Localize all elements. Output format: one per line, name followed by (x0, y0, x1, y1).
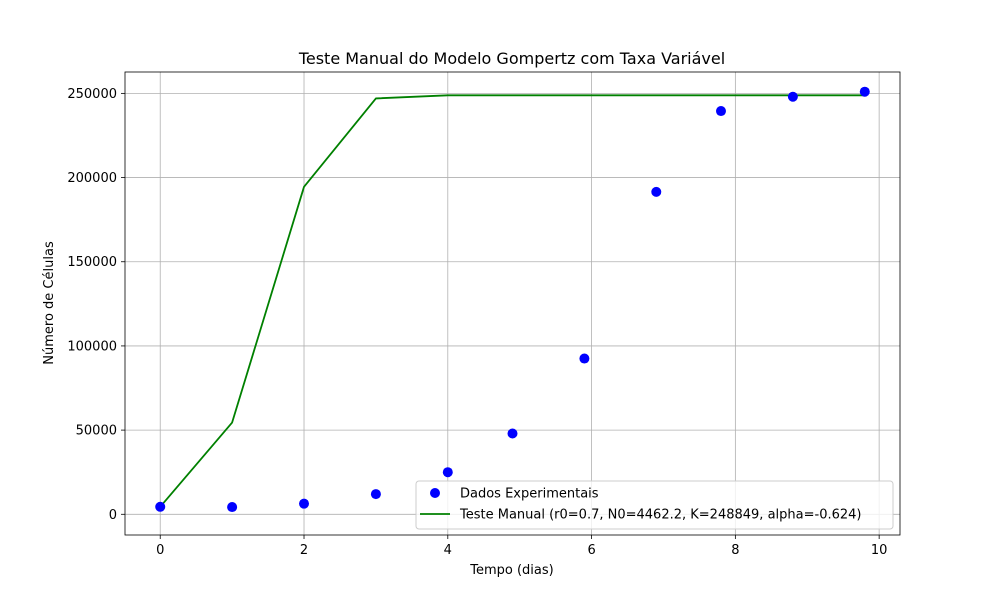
legend: Dados Experimentais Teste Manual (r0=0.7… (415, 480, 894, 530)
legend-marker-scatter (430, 488, 440, 498)
y-tick-label: 200000 (67, 171, 117, 186)
model-line (159, 94, 865, 508)
plot-frame (124, 71, 901, 536)
x-tick-label: 4 (444, 543, 452, 558)
legend-label-scatter: Dados Experimentais (460, 487, 599, 502)
x-tick-label: 8 (731, 543, 739, 558)
y-tick-label: 0 (109, 508, 117, 523)
y-axis-label: Número de Células (42, 241, 57, 365)
data-point (155, 501, 166, 512)
data-point (442, 467, 453, 478)
series-layer (155, 86, 870, 513)
x-tick-label: 2 (300, 543, 308, 558)
legend-label-line: Teste Manual (r0=0.7, N0=4462.2, K=24884… (459, 508, 861, 523)
x-tick-label: 10 (871, 543, 888, 558)
grid-layer (125, 72, 900, 535)
data-point (859, 86, 870, 97)
data-point (227, 502, 238, 513)
y-tick-label: 150000 (67, 255, 117, 270)
y-tick-label: 50000 (76, 424, 117, 439)
x-axis-label: Tempo (dias) (469, 563, 553, 578)
data-point (299, 498, 310, 509)
data-point (715, 106, 726, 117)
chart-title: Teste Manual do Modelo Gompertz com Taxa… (298, 49, 725, 68)
legend-box (415, 480, 894, 530)
data-point (579, 353, 590, 364)
data-point (507, 428, 518, 439)
data-point (787, 91, 798, 102)
y-tick-label: 100000 (67, 339, 117, 354)
x-tick-label: 6 (587, 543, 595, 558)
ticks-layer: 0 2 4 6 8 10 0 50000 100000 150000 200000 250000 (67, 87, 887, 558)
data-point (370, 489, 381, 500)
data-point (651, 186, 662, 197)
y-tick-label: 250000 (67, 87, 117, 102)
x-tick-label: 0 (156, 543, 164, 558)
